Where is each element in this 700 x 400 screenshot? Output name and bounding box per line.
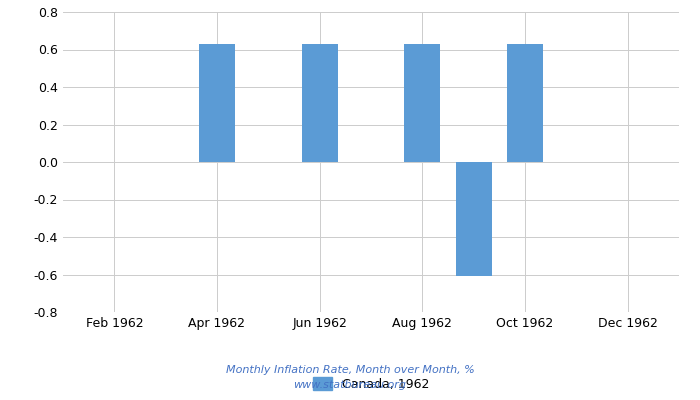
Legend: Canada, 1962: Canada, 1962 bbox=[308, 372, 434, 396]
Text: www.statbureau.org: www.statbureau.org bbox=[293, 380, 407, 390]
Bar bbox=[405, 44, 440, 162]
Bar bbox=[199, 44, 235, 162]
Text: Monthly Inflation Rate, Month over Month, %: Monthly Inflation Rate, Month over Month… bbox=[225, 365, 475, 375]
Bar bbox=[456, 162, 491, 276]
Bar bbox=[507, 44, 543, 162]
Bar bbox=[302, 44, 337, 162]
